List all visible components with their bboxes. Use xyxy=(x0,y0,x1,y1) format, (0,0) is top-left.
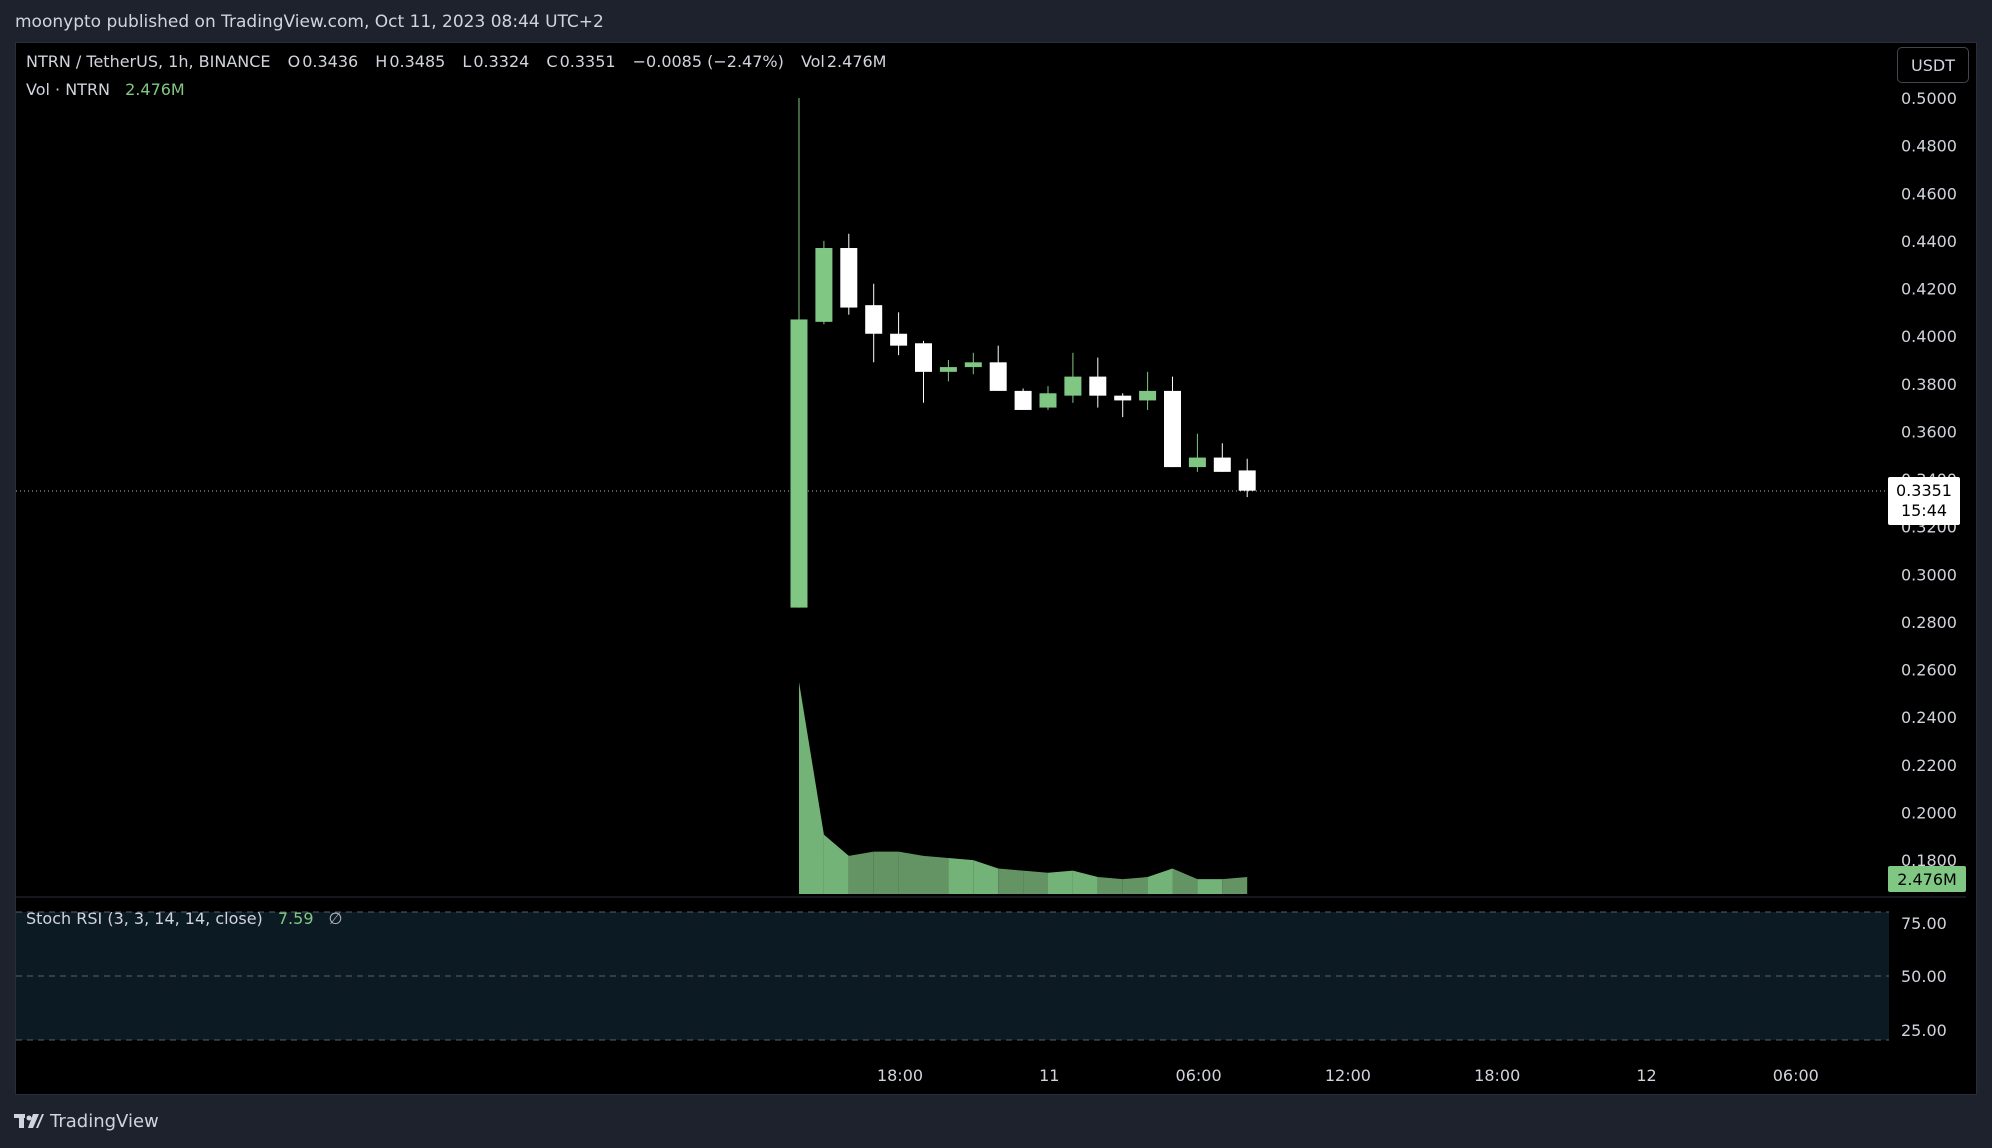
price-tick-label: 0.3000 xyxy=(1901,565,1957,584)
time-tick-label: 11 xyxy=(1039,1066,1059,1085)
last-price-badge: 0.3351 15:44 xyxy=(1888,477,1960,525)
low-value: 0.3324 xyxy=(473,52,530,71)
low-label: L xyxy=(462,52,472,71)
volume-segment xyxy=(1147,868,1173,894)
candle-body xyxy=(1238,470,1256,491)
time-tick-label: 06:00 xyxy=(1176,1066,1222,1085)
volume-segment xyxy=(1172,868,1198,894)
time-axis: 18:00 11 06:00 12:00 18:00 12 06:00 xyxy=(877,1066,1819,1085)
candle-body xyxy=(815,248,833,322)
candle-body xyxy=(1139,390,1157,401)
time-tick-label: 18:00 xyxy=(1474,1066,1520,1085)
candle-body xyxy=(939,367,957,372)
high-label: H xyxy=(375,52,388,71)
price-tick-label: 0.1800 xyxy=(1901,851,1957,870)
close-label: C xyxy=(546,52,558,71)
candle-body xyxy=(1213,457,1231,472)
candle-body xyxy=(964,362,982,368)
candles xyxy=(790,98,1256,608)
rsi-legend-label: Stoch RSI (3, 3, 14, 14, close) xyxy=(26,909,263,928)
volume-segment xyxy=(823,834,849,894)
candle-body xyxy=(865,305,883,334)
price-tick-label: 0.4600 xyxy=(1901,184,1957,203)
tradingview-brand: TradingView xyxy=(50,1111,159,1132)
rsi-tick-label: 75.00 xyxy=(1901,914,1947,933)
candle-body xyxy=(790,319,808,608)
symbol-legend[interactable]: NTRN / TetherUS, 1h, BINANCE O 0.3436 H 0.… xyxy=(26,52,888,71)
volume-segment xyxy=(799,682,824,894)
volume-segment xyxy=(898,851,924,894)
change-value: −0.0085 (−2.47%) xyxy=(632,52,784,71)
currency-button[interactable]: USDT xyxy=(1897,47,1969,83)
rsi-tick-label: 50.00 xyxy=(1901,967,1947,986)
price-tick-label: 0.4400 xyxy=(1901,232,1957,251)
price-tick-label: 0.5000 xyxy=(1901,89,1957,108)
price-tick-label: 0.2200 xyxy=(1901,756,1957,775)
volume-segment xyxy=(923,855,949,894)
volume-segment xyxy=(1072,870,1098,894)
candle-body xyxy=(1039,393,1057,408)
candle-body xyxy=(1164,390,1181,468)
price-tick-label: 0.3600 xyxy=(1901,422,1957,441)
price-tick-label: 0.4800 xyxy=(1901,137,1957,156)
volume-legend[interactable]: Vol · NTRN 2.476M xyxy=(26,80,185,99)
open-value: 0.3436 xyxy=(302,52,359,71)
candle-body xyxy=(1064,376,1082,396)
vol-label: Vol xyxy=(800,52,825,71)
candle-body xyxy=(1114,395,1132,401)
price-tick-label: 0.3800 xyxy=(1901,375,1957,394)
symbol-label[interactable]: NTRN / TetherUS, 1h, BINANCE xyxy=(26,52,271,71)
volume-area xyxy=(799,682,1248,894)
candle-countdown: 15:44 xyxy=(1900,501,1948,520)
candle-body xyxy=(1089,376,1107,396)
rsi-axis: 75.00 50.00 25.00 xyxy=(1901,914,1947,1040)
vol-value: 2.476M xyxy=(826,52,887,71)
volume-badge: 2.476M xyxy=(1888,866,1966,892)
rsi-legend-value: 7.59 xyxy=(277,909,314,928)
time-tick-label: 06:00 xyxy=(1773,1066,1819,1085)
volume-segment xyxy=(948,857,974,894)
open-label: O xyxy=(287,52,301,71)
time-tick-label: 12:00 xyxy=(1325,1066,1371,1085)
volume-segment xyxy=(1197,879,1223,894)
tradingview-logo-icon xyxy=(14,1113,44,1128)
price-tick-label: 0.4200 xyxy=(1901,280,1957,299)
volume-segment xyxy=(1048,870,1073,894)
time-tick-label: 12 xyxy=(1636,1066,1656,1085)
rsi-legend[interactable]: Stoch RSI (3, 3, 14, 14, close) 7.59 ∅ xyxy=(26,909,343,928)
candle-body xyxy=(840,248,858,308)
candle-body xyxy=(1014,390,1032,410)
rsi-empty-icon: ∅ xyxy=(328,909,343,928)
footer: TradingView xyxy=(0,1095,1992,1148)
volume-segment xyxy=(1122,877,1148,894)
tradingview-logo[interactable]: TradingView xyxy=(14,1111,159,1132)
last-price-value: 0.3351 xyxy=(1896,481,1952,500)
time-tick-label: 18:00 xyxy=(877,1066,923,1085)
candle-body xyxy=(989,362,1007,391)
volume-segment xyxy=(1222,877,1248,894)
volume-segment xyxy=(998,868,1024,894)
volume-segment xyxy=(848,851,874,894)
rsi-guides xyxy=(16,911,1889,1041)
candle-body xyxy=(915,343,932,372)
volume-segment xyxy=(973,860,999,894)
volume-legend-value: 2.476M xyxy=(125,80,185,99)
publish-bar: moonypto published on TradingView.com, O… xyxy=(0,0,1992,42)
rsi-tick-label: 25.00 xyxy=(1901,1021,1947,1040)
candle-body xyxy=(890,333,908,346)
price-tick-label: 0.2800 xyxy=(1901,613,1957,632)
price-tick-label: 0.2600 xyxy=(1901,661,1957,680)
publish-line: moonypto published on TradingView.com, O… xyxy=(15,12,604,32)
price-tick-label: 0.2400 xyxy=(1901,708,1957,727)
high-value: 0.3485 xyxy=(389,52,446,71)
volume-segment xyxy=(873,851,899,894)
price-tick-label: 0.2000 xyxy=(1901,803,1957,822)
volume-legend-label: Vol · NTRN xyxy=(26,80,111,99)
volume-segment xyxy=(1097,877,1123,894)
volume-segment xyxy=(1023,870,1048,894)
close-value: 0.3351 xyxy=(559,52,616,71)
price-tick-label: 0.4000 xyxy=(1901,327,1957,346)
candle-body xyxy=(1188,457,1206,468)
